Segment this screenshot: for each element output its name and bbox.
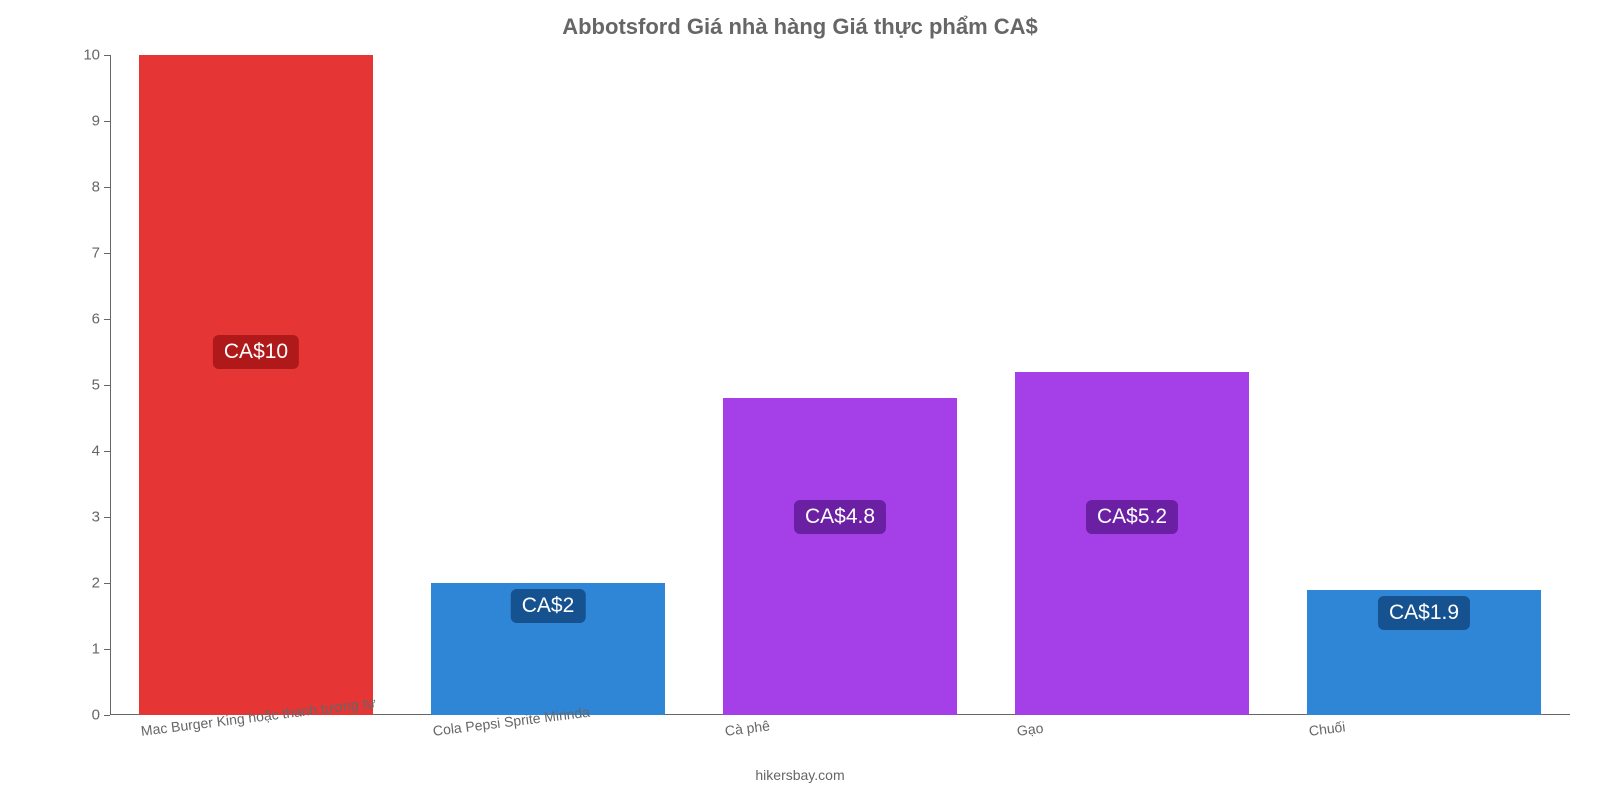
y-axis-line <box>110 55 111 715</box>
x-tick-label: Cà phê <box>724 717 771 738</box>
y-tick-label: 8 <box>92 179 110 196</box>
attribution-text: hikersbay.com <box>0 767 1600 783</box>
y-tick-label: 10 <box>83 47 110 64</box>
y-tick-label: 9 <box>92 113 110 130</box>
plot-area: 012345678910CA$10Mac Burger King hoặc th… <box>110 55 1570 715</box>
x-tick-label: Gạo <box>1016 720 1044 739</box>
y-tick-label: 2 <box>92 575 110 592</box>
x-tick-label: Chuối <box>1308 718 1346 738</box>
y-tick-label: 5 <box>92 377 110 394</box>
chart-title: Abbotsford Giá nhà hàng Giá thực phẩm CA… <box>0 14 1600 40</box>
value-badge: CA$10 <box>213 335 299 369</box>
y-tick-label: 4 <box>92 443 110 460</box>
value-badge: CA$5.2 <box>1086 500 1178 534</box>
y-tick-label: 1 <box>92 641 110 658</box>
y-tick-label: 0 <box>92 707 110 724</box>
bar <box>139 55 373 715</box>
value-badge: CA$2 <box>511 589 586 623</box>
y-tick-label: 7 <box>92 245 110 262</box>
bar <box>723 398 957 715</box>
y-tick-label: 3 <box>92 509 110 526</box>
bar <box>1015 372 1249 715</box>
value-badge: CA$1.9 <box>1378 596 1470 630</box>
value-badge: CA$4.8 <box>794 500 886 534</box>
y-tick-label: 6 <box>92 311 110 328</box>
